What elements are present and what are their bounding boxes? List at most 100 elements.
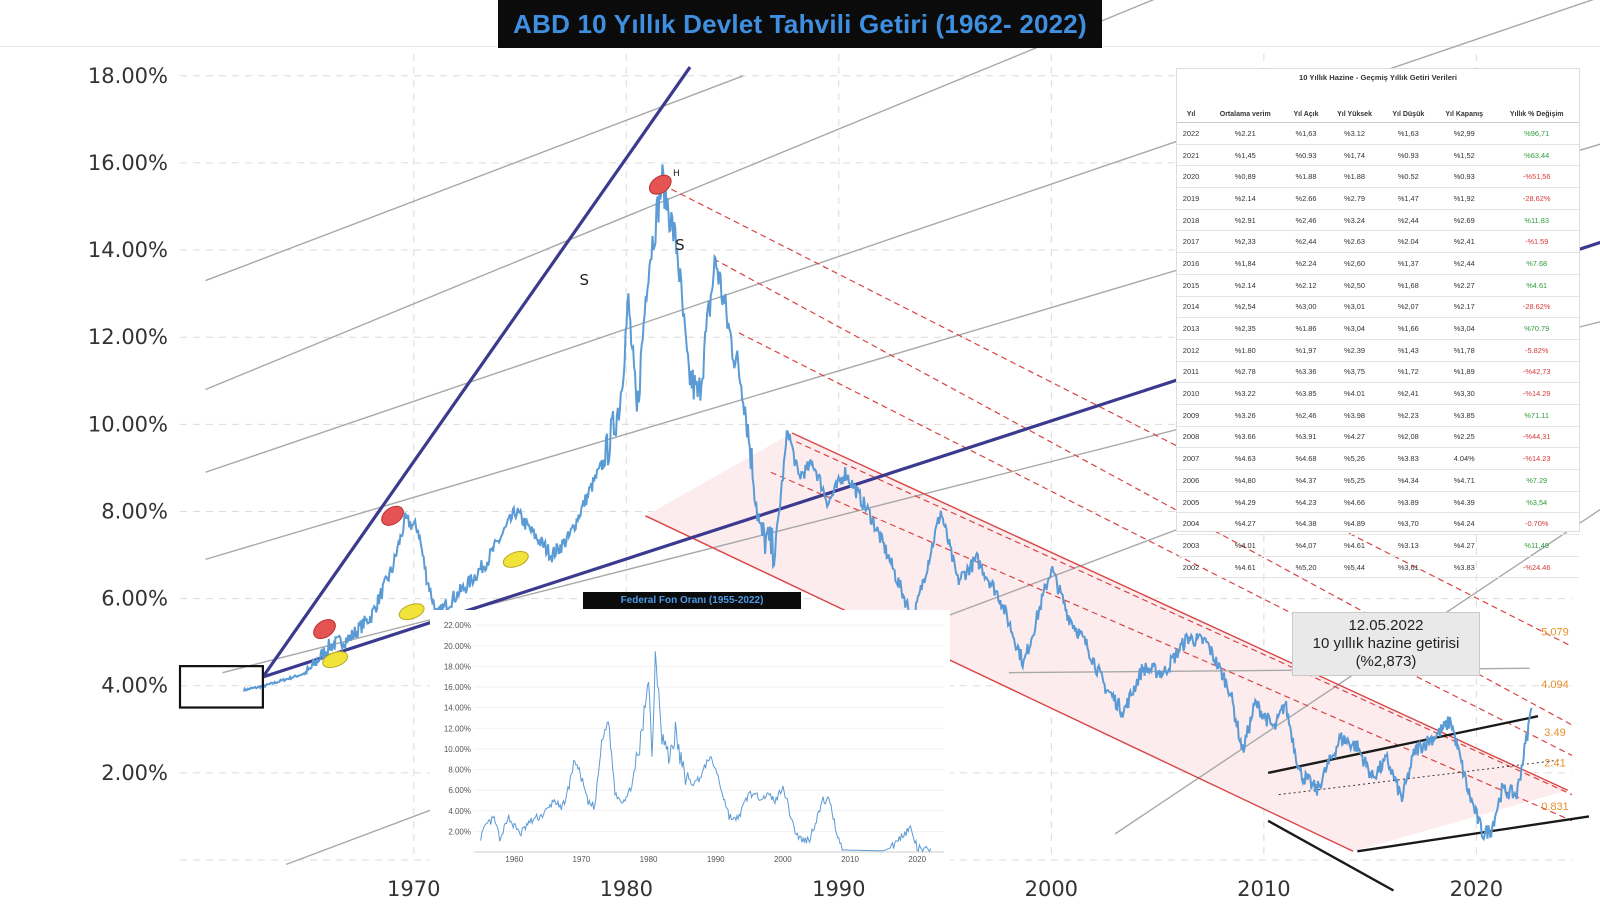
table-cell: 2021 xyxy=(1177,144,1206,167)
inset-x-tick-label: 1980 xyxy=(640,855,658,864)
table-row: 2018 %2.91 %2,46 %3.24 %2,44 %2.69 %11.83 xyxy=(1177,209,1579,232)
table-cell: %4.27 xyxy=(1205,512,1286,536)
table-cell: 2007 xyxy=(1177,447,1206,470)
table-cell: %1,52 xyxy=(1434,144,1495,167)
table-cell: -%42,73 xyxy=(1494,361,1579,384)
chart-title: ABD 10 Yıllık Devlet Tahvili Getiri (196… xyxy=(498,0,1102,48)
y-tick-label: 16.00% xyxy=(88,151,168,175)
table-header-row: Yıl Ortalama verim Yıl Açık Yıl Yüksek Yıl D… xyxy=(1177,87,1579,123)
table-cell: %2.39 xyxy=(1326,339,1383,362)
inset-x-tick-label: 2010 xyxy=(841,855,859,864)
y-tick-label: 14.00% xyxy=(88,238,168,262)
table-cell: 2008 xyxy=(1177,426,1206,449)
table-row: 2021 %1,45 %0.93 %1,74 %0.93 %1,52 %63.44 xyxy=(1177,144,1579,167)
table-cell: %2,44 xyxy=(1434,252,1495,275)
table-row: 2010 %3.22 %3.85 %4.01 %2,41 %3,30 -%14.29 xyxy=(1177,382,1579,405)
inset-y-tick-label: 12.00% xyxy=(444,724,471,733)
pattern-shoulder-label: S xyxy=(675,236,685,254)
table-cell: %3,04 xyxy=(1434,317,1495,340)
table-row: 2005 %4.29 %4.23 %4.66 %3.89 %4.39 %3,54 xyxy=(1177,491,1579,514)
table-row: 2019 %2.14 %2.66 %2.79 %1,47 %1,92 -28.62% xyxy=(1177,187,1579,210)
table-cell: 2014 xyxy=(1177,296,1206,319)
x-tick-label: 2010 xyxy=(1237,877,1290,901)
table-cell: %1,45 xyxy=(1205,144,1286,167)
table-cell: %2.24 xyxy=(1285,252,1327,275)
table-cell: -%1.59 xyxy=(1494,230,1579,254)
price-level-label: 2.41 xyxy=(1544,757,1565,769)
table-cell: -0.70% xyxy=(1494,512,1579,536)
table-cell: %3,70 xyxy=(1382,512,1435,536)
table-cell: %5,44 xyxy=(1326,556,1383,579)
table-cell: 2005 xyxy=(1177,491,1206,514)
table-cell: %2.78 xyxy=(1205,361,1286,384)
table-cell: %2.27 xyxy=(1434,274,1495,297)
channel-lower-line xyxy=(645,515,1354,852)
table-cell: -28.62% xyxy=(1494,187,1579,210)
yield-history-table-panel: 10 Yıllık Hazine - Geçmiş Yıllık Getiri … xyxy=(1176,68,1580,579)
table-row: 2002 %4.61 %5,20 %5,44 %3,61 %3.83 -%24.46 xyxy=(1177,556,1579,579)
table-cell: %3.12 xyxy=(1326,122,1383,145)
table-cell: 2015 xyxy=(1177,274,1206,297)
table-cell: %4.68 xyxy=(1285,447,1327,470)
table-cell: %3.66 xyxy=(1205,426,1286,449)
price-level-label: 0.831 xyxy=(1541,801,1569,813)
note-value: (%2,873) xyxy=(1355,653,1417,670)
table-cell: %1,66 xyxy=(1382,317,1435,340)
table-cell: %4.01 xyxy=(1326,382,1383,405)
table-cell: %0.93 xyxy=(1434,165,1495,189)
table-cell: %4.63 xyxy=(1205,447,1286,470)
table-cell: %2.14 xyxy=(1205,187,1286,210)
x-tick-label: 1970 xyxy=(387,877,440,901)
table-cell: %2,08 xyxy=(1382,426,1435,449)
table-cell: %2,46 xyxy=(1285,404,1327,427)
y-tick-label: 18.00% xyxy=(88,64,168,88)
table-cell: 4.04% xyxy=(1434,447,1495,470)
x-tick-label: 2000 xyxy=(1025,877,1078,901)
inset-x-tick-label: 2020 xyxy=(908,855,926,864)
support-touch-marker xyxy=(398,603,425,621)
table-cell: %2,54 xyxy=(1205,296,1286,319)
recent-channel-line xyxy=(1267,819,1395,892)
peak-touch-marker xyxy=(381,505,404,526)
table-cell: %3,54 xyxy=(1494,491,1579,514)
table-cell: %1,92 xyxy=(1434,187,1495,210)
table-cell: %2,41 xyxy=(1434,230,1495,254)
table-row: 2022 %2.21 %1,63 %3.12 %1,63 %2,99 %96,71 xyxy=(1177,122,1579,145)
table-cell: 2006 xyxy=(1177,469,1206,492)
overlay-shapes xyxy=(178,174,672,709)
table-cell: %4.29 xyxy=(1205,491,1286,514)
table-row: 2012 %1.80 %1,97 %2.39 %1,43 %1,78 -5.82% xyxy=(1177,339,1579,362)
x-tick-label: 1990 xyxy=(812,877,865,901)
table-cell: %3.83 xyxy=(1382,447,1435,470)
table-cell: %7.29 xyxy=(1494,469,1579,492)
table-cell: %5,25 xyxy=(1326,469,1383,492)
inset-y-tick-label: 4.00% xyxy=(448,807,471,816)
table-cell: %4.01 xyxy=(1205,534,1286,557)
table-cell: -%24.46 xyxy=(1494,556,1579,579)
inset-y-tick-label: 16.00% xyxy=(444,683,471,692)
table-cell: %4.61 xyxy=(1326,534,1383,557)
table-cell: %1,74 xyxy=(1326,144,1383,167)
y-tick-label: 12.00% xyxy=(88,325,168,349)
table-header-cell: Yıl Düşük xyxy=(1382,87,1435,123)
table-row: 2011 %2.78 %3.36 %3,75 %1,72 %1,89 -%42,73 xyxy=(1177,361,1579,384)
yield-series-line xyxy=(242,164,1533,842)
inset-chart-title: Federal Fon Oranı (1955-2022) xyxy=(583,592,801,609)
table-header-cell: Yıl xyxy=(1177,87,1206,123)
table-cell: %4,80 xyxy=(1205,469,1286,492)
table-cell: %11.83 xyxy=(1494,209,1579,232)
pattern-head-label: H xyxy=(673,169,680,179)
table-row: 2016 %1,84 %2.24 %2,60 %1,37 %2,44 %7.68 xyxy=(1177,252,1579,275)
table-cell: %4.39 xyxy=(1434,491,1495,514)
wedge-upper-line xyxy=(261,66,692,678)
table-cell: %4.61 xyxy=(1494,274,1579,297)
table-cell: %2,07 xyxy=(1382,296,1435,319)
table-cell: %3,61 xyxy=(1382,556,1435,579)
table-row: 2003 %4.01 %4,07 %4.61 %3.13 %4.27 %11,49 xyxy=(1177,534,1579,557)
table-row: 2009 %3.26 %2,46 %3.98 %2.23 %3.85 %71.11 xyxy=(1177,404,1579,427)
table-cell: -28.62% xyxy=(1494,296,1579,319)
table-cell: %3,01 xyxy=(1326,296,1383,319)
table-cell: %1.86 xyxy=(1285,317,1327,340)
start-range-box xyxy=(178,665,264,709)
note-date: 12.05.2022 xyxy=(1348,617,1424,634)
